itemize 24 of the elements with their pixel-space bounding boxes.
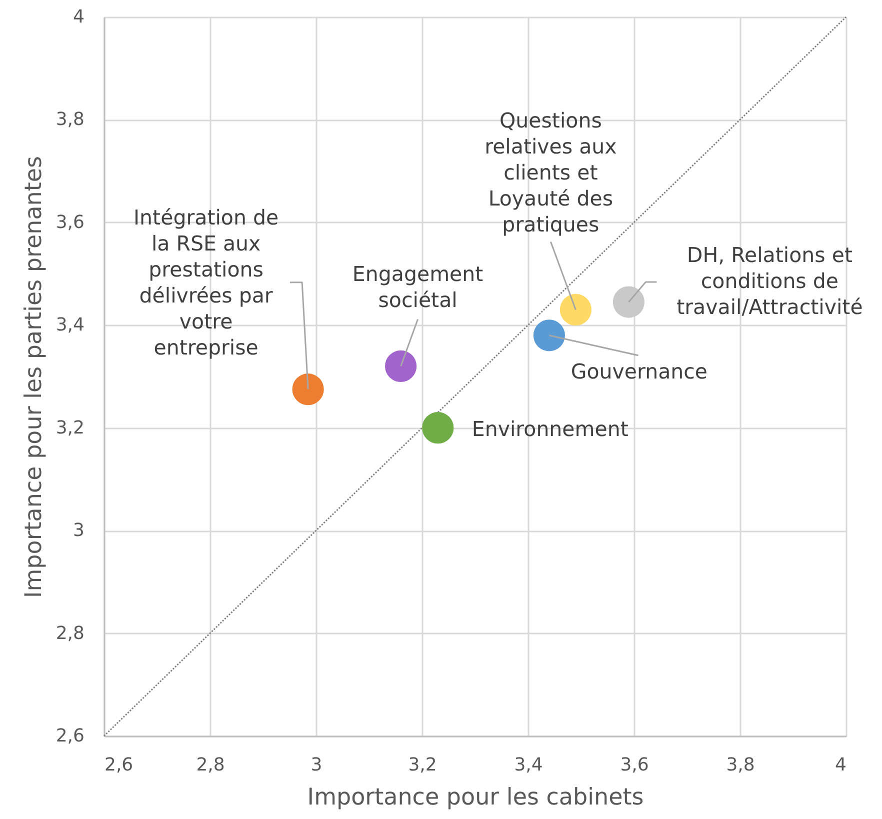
x-axis-title: Importance pour les cabinets: [307, 784, 644, 810]
x-tick-label: 3,8: [726, 754, 755, 776]
series-label: Intégration de la RSE aux prestations délivrées par votre entreprise: [133, 205, 279, 360]
x-tick-label: 2,6: [104, 754, 134, 776]
x-tick-label: 4: [835, 754, 846, 776]
series-label: Environnement: [472, 416, 628, 441]
y-tick-label: 3,2: [56, 417, 84, 438]
y-tick-label: 3,8: [56, 109, 84, 130]
text: Engagement sociétal: [352, 262, 484, 312]
x-tick-label: 3: [310, 754, 322, 776]
y-tick-label: 3,4: [56, 314, 84, 336]
y-tick-label: 4: [73, 6, 84, 28]
y-tick-label: 3,6: [56, 212, 84, 233]
x-tick-label: 3,6: [620, 754, 649, 776]
y-axis-title: Importance pour les parties prenantes: [20, 156, 47, 598]
y-tick-label: 2,8: [56, 622, 84, 644]
y-tick-label: 2,6: [56, 726, 84, 746]
x-tick-label: 3,4: [514, 754, 543, 776]
series-label: DH, Relations et conditions de travail/Attractivité: [676, 243, 863, 320]
x-tick-label: 3,2: [408, 754, 437, 776]
y-tick-label: 3: [73, 520, 84, 542]
series-label: Gouvernance: [570, 359, 708, 384]
x-tick-label: 2,8: [196, 754, 225, 776]
text: Questions relatives aux clients et Loyauté des pratiques: [484, 108, 617, 237]
